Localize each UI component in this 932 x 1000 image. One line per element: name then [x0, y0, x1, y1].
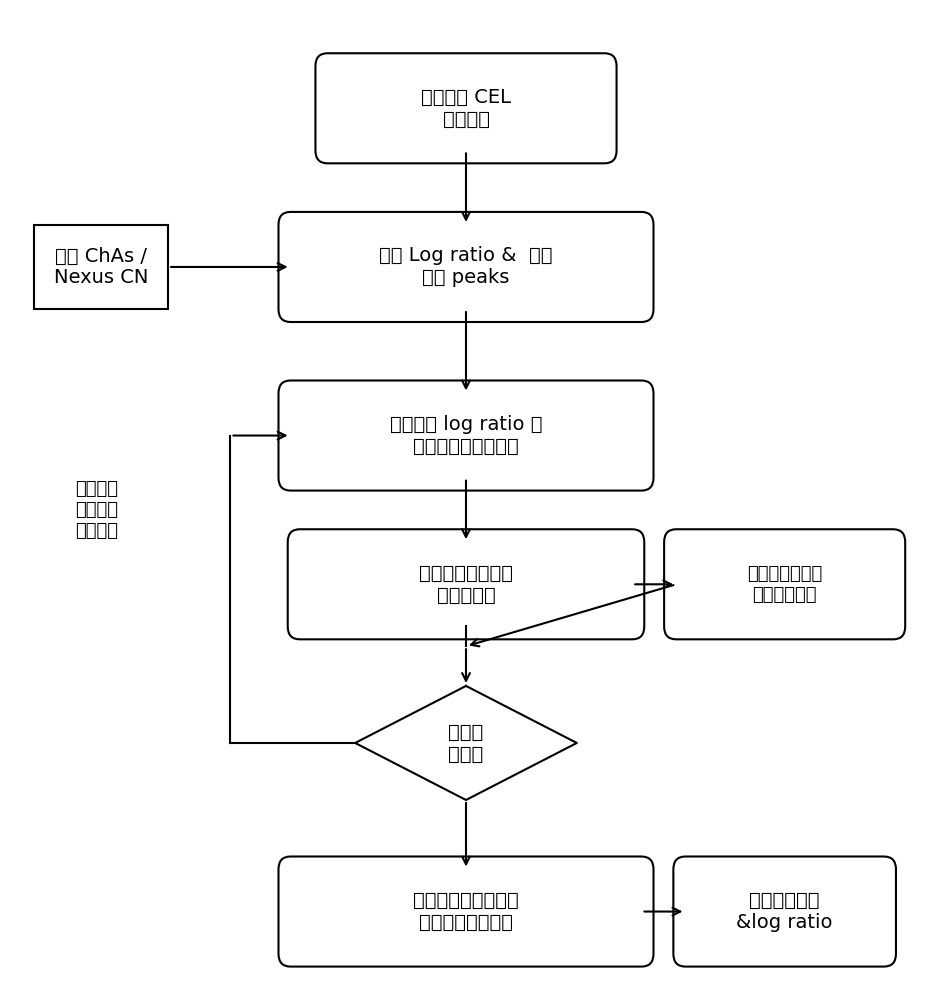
FancyBboxPatch shape	[288, 529, 644, 639]
Text: 拷贝数计
算错误，
返回重新: 拷贝数计 算错误， 返回重新	[75, 480, 118, 540]
FancyBboxPatch shape	[279, 212, 653, 322]
FancyBboxPatch shape	[673, 857, 896, 967]
Text: 软件 ChAs /
Nexus CN: 软件 ChAs / Nexus CN	[54, 246, 148, 287]
FancyBboxPatch shape	[315, 53, 617, 163]
Text: 计算 Log ratio &  等位
基因 peaks: 计算 Log ratio & 等位 基因 peaks	[379, 246, 553, 287]
Text: 根据探针 log ratio 对
样本进行染色体分段: 根据探针 log ratio 对 样本进行染色体分段	[390, 415, 542, 456]
FancyBboxPatch shape	[279, 857, 653, 967]
Text: 基因的拷贝数
&log ratio: 基因的拷贝数 &log ratio	[736, 891, 833, 932]
Text: 探针集的 CEL
文件数据: 探针集的 CEL 文件数据	[421, 88, 511, 129]
Polygon shape	[355, 686, 577, 800]
FancyBboxPatch shape	[665, 529, 905, 639]
Bar	[34, 225, 168, 309]
Text: 人工校
正参数: 人工校 正参数	[448, 722, 484, 763]
Text: 计算特定的等位
基因的拷贝数: 计算特定的等位 基因的拷贝数	[747, 565, 822, 604]
Text: 根据片段结果，将拷
贝数匹配到基因上: 根据片段结果，将拷 贝数匹配到基因上	[413, 891, 519, 932]
FancyBboxPatch shape	[279, 381, 653, 491]
Text: 计算根据分段的区
域的拷贝数: 计算根据分段的区 域的拷贝数	[419, 564, 513, 605]
